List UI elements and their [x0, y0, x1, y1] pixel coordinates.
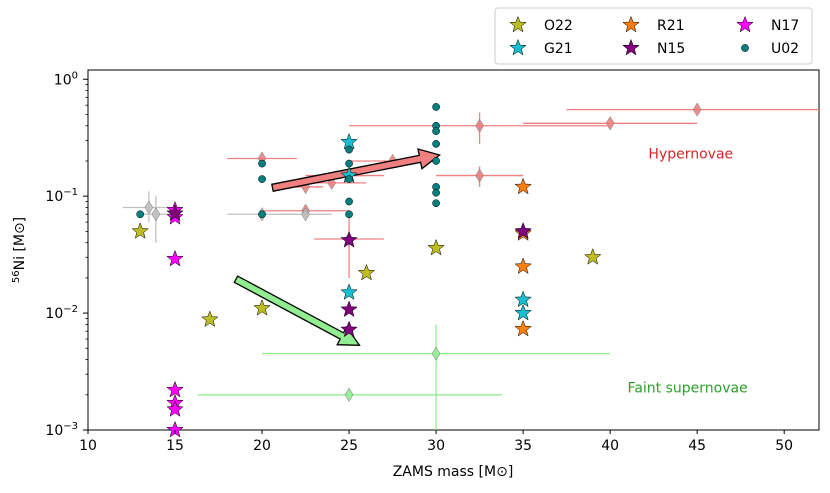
data-point-n17	[166, 400, 184, 417]
y-tick-label-base: 10	[45, 189, 63, 205]
observation-diamond	[144, 200, 154, 215]
x-tick-label: 10	[79, 438, 97, 454]
data-point-n15	[340, 300, 358, 318]
x-tick-label: 40	[601, 438, 619, 454]
data-point-u02	[345, 175, 353, 183]
y-tick-label-exponent: −2	[63, 304, 78, 315]
y-tick-label-base: 10	[45, 306, 63, 322]
data-point-o22	[427, 238, 445, 256]
data-point-n15	[340, 231, 358, 248]
observation-diamond	[692, 102, 702, 117]
marker-layer	[131, 103, 602, 438]
legend-items: O22 R21 N17 G21 N15 U02	[509, 15, 799, 57]
x-tick-label: 35	[514, 438, 532, 454]
data-point-u02	[432, 103, 440, 111]
data-point-r21	[514, 319, 532, 337]
data-point-u02	[258, 159, 266, 168]
data-point-o22	[201, 310, 219, 328]
data-point-u02	[345, 145, 353, 154]
data-point-n15	[166, 204, 184, 222]
data-point-u02	[432, 140, 440, 148]
observation-diamond	[344, 387, 354, 402]
legend-label: U02	[771, 41, 799, 57]
y-tick-label-exponent: 0	[72, 70, 78, 81]
legend: O22 R21 N17 G21 N15 U02	[494, 7, 813, 65]
data-point-n17	[166, 249, 184, 267]
data-point-o22	[253, 299, 271, 316]
y-tick-label: 100	[54, 70, 78, 88]
data-point-u02	[258, 210, 266, 219]
data-point-u02	[432, 199, 440, 208]
annotation-layer: Hypernovae Faint supernovae	[628, 146, 748, 396]
data-point-r21	[514, 257, 532, 275]
data-point-u02	[432, 157, 440, 165]
data-point-r21	[514, 177, 532, 195]
data-point-n17	[166, 380, 184, 398]
trend-arrow	[233, 275, 361, 346]
data-point-u02	[432, 188, 440, 197]
x-tick-label: 20	[253, 438, 271, 454]
data-point-g21	[514, 290, 532, 308]
annotation-label: Hypernovae	[648, 146, 733, 162]
legend-label: N17	[771, 18, 799, 34]
data-point-u02	[136, 210, 145, 219]
plot-frame	[87, 69, 820, 431]
observation-diamond	[475, 168, 484, 183]
legend-label: O22	[544, 18, 573, 34]
legend-marker	[741, 44, 749, 52]
legend-marker	[622, 38, 640, 56]
y-tick-label-exponent: −1	[63, 187, 78, 198]
data-point-g21	[340, 132, 358, 150]
y-axis-title-main: Ni [M⊙]	[12, 217, 28, 271]
legend-frame	[494, 7, 813, 65]
data-point-u02	[345, 210, 353, 219]
observation-diamond	[301, 207, 310, 222]
x-tick-label: 25	[340, 438, 358, 454]
observation-diamond	[151, 207, 161, 222]
legend-label: N15	[657, 41, 685, 57]
x-tick-label: 30	[427, 438, 445, 454]
y-tick-label: 10−3	[45, 421, 78, 439]
x-axis-title: ZAMS mass [M⊙]	[393, 464, 514, 480]
data-point-n15	[340, 320, 358, 338]
annotation-label: Faint supernovae	[628, 380, 748, 396]
y-tick-label-base: 10	[54, 72, 72, 88]
y-tick-label-exponent: −3	[63, 421, 78, 432]
data-point-o22	[583, 248, 602, 265]
observation-diamond	[475, 118, 484, 133]
legend-label: R21	[657, 18, 685, 34]
data-point-n17	[166, 420, 184, 438]
x-tick-label: 15	[166, 438, 184, 454]
data-point-u02	[345, 197, 353, 206]
data-point-u02	[432, 127, 440, 135]
data-point-n15	[514, 222, 532, 239]
y-tick-label: 10−2	[45, 304, 78, 322]
legend-marker	[736, 15, 754, 33]
x-tick-label: 50	[775, 438, 793, 454]
y-tick-label: 10−1	[45, 187, 78, 205]
legend-marker	[509, 38, 527, 56]
trend-arrow	[271, 148, 442, 192]
x-axis: 10 15 20 25 30 35 40 45 50	[79, 430, 793, 454]
x-tick-label: 45	[688, 438, 706, 454]
data-point-g21	[340, 283, 358, 300]
legend-label: G21	[544, 41, 573, 57]
y-tick-label-base: 10	[45, 423, 63, 439]
legend-marker	[509, 15, 527, 33]
data-point-o22	[131, 222, 149, 239]
data-point-u02	[345, 159, 353, 168]
data-point-o22	[357, 263, 376, 281]
legend-marker	[622, 15, 640, 33]
data-point-u02	[258, 175, 266, 183]
observation-diamond	[605, 116, 615, 131]
y-axis-title: 56Ni [M⊙]	[11, 217, 28, 283]
data-point-g21	[514, 303, 532, 321]
y-axis-title-superscript: 56	[11, 270, 22, 283]
observation-diamond	[431, 346, 441, 361]
